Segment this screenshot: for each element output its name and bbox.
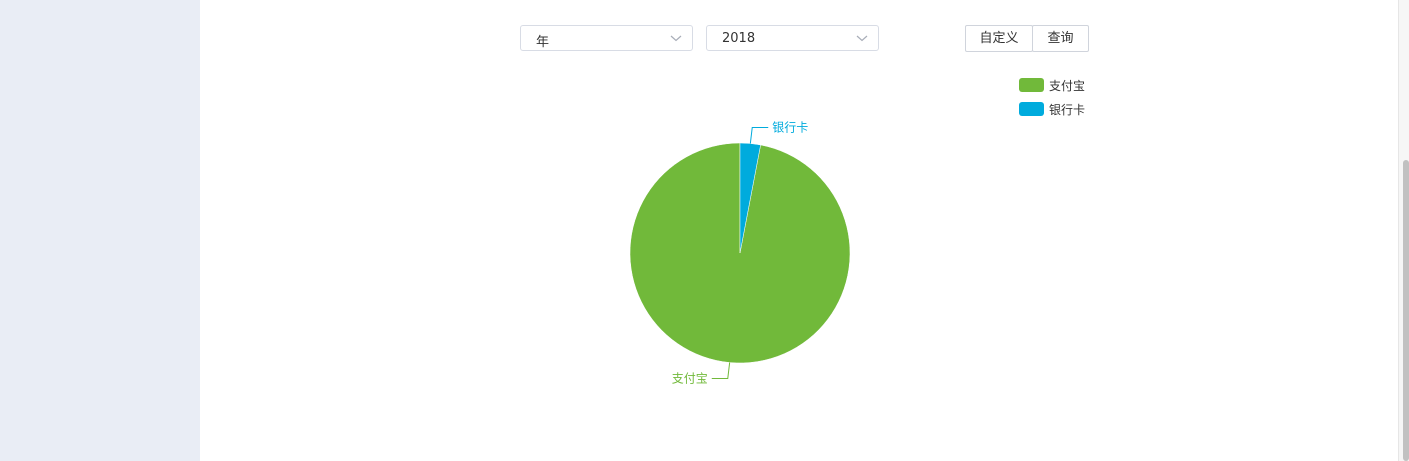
- legend-label-bankcard: 银行卡: [1049, 103, 1086, 117]
- chevron-down-icon: [670, 35, 682, 42]
- custom-button[interactable]: 自定义: [965, 25, 1033, 52]
- pie-label-bankcard: 银行卡: [772, 121, 808, 135]
- legend-swatch-bankcard: [1019, 102, 1044, 116]
- sidebar: [0, 0, 200, 461]
- scrollbar-thumb[interactable]: [1403, 160, 1409, 461]
- year-select-value: 2018: [722, 31, 756, 46]
- period-select[interactable]: 年: [520, 25, 693, 51]
- year-select[interactable]: 2018: [706, 25, 879, 51]
- legend-label-alipay: 支付宝: [1049, 79, 1086, 93]
- legend-swatch-alipay: [1019, 78, 1044, 92]
- pie-label-alipay: 支付宝: [672, 371, 708, 385]
- chevron-down-icon: [856, 35, 868, 42]
- pie-leader-line-bankcard: [749, 127, 769, 144]
- period-select-value: 年: [536, 35, 550, 50]
- query-button[interactable]: 查询: [1032, 25, 1089, 52]
- pie-leader-line-alipay: [711, 362, 731, 379]
